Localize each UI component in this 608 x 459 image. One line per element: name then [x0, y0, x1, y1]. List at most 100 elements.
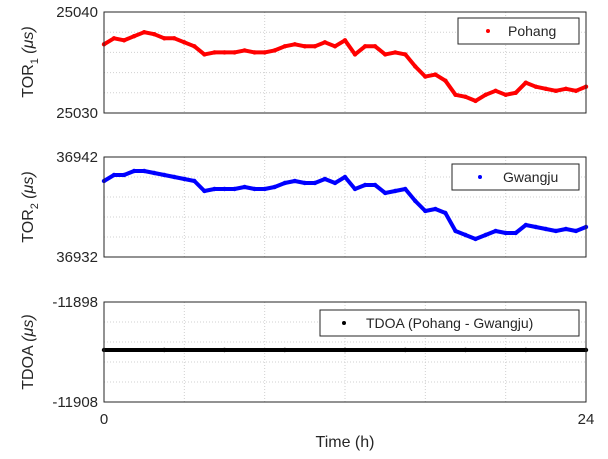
panel-tor2-ylabel-main: TOR [20, 209, 37, 242]
panel-tor2-data-point [292, 178, 297, 184]
panel-tor2-data-point [272, 184, 277, 190]
panel-tor2-data-point [252, 186, 257, 192]
panel-tor2-data-point [312, 180, 318, 186]
panel-tor2-data-point [162, 172, 167, 178]
panel-tor1-data-point [423, 74, 428, 79]
panel-tor1-ylabel-unit: (μs) [20, 26, 37, 53]
panel-tor1-data-point [453, 92, 458, 98]
panel-tor1-data-point [473, 98, 478, 104]
panel-tor2-data-point [483, 232, 488, 238]
panel-tor1-legend-label: Pohang [508, 23, 556, 39]
panel-tor2-data-point [393, 188, 398, 194]
panel-tor2-data-point [332, 180, 338, 186]
panel-tor2-data-point [362, 182, 368, 188]
panel-tor1-data-point [443, 78, 448, 83]
panel-tdoa-trace [101, 347, 589, 353]
panel-tdoa-data-point [523, 347, 528, 353]
panel-tor2-frame [103, 156, 587, 258]
panel-tor2-data-point [192, 178, 197, 184]
panel-tor2-data-point [322, 176, 328, 182]
panel-tor1-data-point [232, 50, 237, 55]
panel-tor2-data-point [152, 170, 157, 176]
x-tick-start: 0 [100, 411, 108, 428]
panel-tor1-trace [101, 30, 589, 104]
panel-tor2-data-point [563, 226, 569, 232]
panel-tor1-data-point [533, 84, 538, 89]
panel-tor1-data-point [342, 38, 348, 43]
panel-tor2-data-point [202, 188, 207, 194]
panel-tor1-ytick-top: 25040 [56, 4, 98, 21]
panel-tor2-data-point [533, 224, 538, 230]
panel-tor1-data-point [513, 90, 518, 96]
panel-tdoa-ylabel-main: TDOA [20, 345, 37, 390]
panel-tdoa-frame [103, 301, 587, 403]
panel-tor1-data-point [503, 92, 508, 98]
panel-tdoa-legend-label: TDOA (Pohang - Gwangju) [366, 315, 533, 331]
panel-tor1-ylabel: TOR1 (μs) [20, 26, 41, 97]
panel-tor2-data-point [262, 186, 267, 192]
panel-tor1-frame [103, 11, 587, 114]
panel-tor1-data-point [493, 88, 498, 94]
panel-tor2-data-point [383, 190, 388, 196]
panel-tor2-ytick-top: 36942 [56, 149, 98, 166]
panel-tor1-ytick-bottom: 25030 [56, 105, 98, 122]
panel-tor2-data-point [352, 186, 358, 192]
panel-tor2-data-point [242, 184, 247, 190]
panel-tor1-legend: Pohang [457, 17, 580, 45]
panel-tor1-legend-box [457, 17, 580, 45]
panel-tor1-data-point [212, 50, 217, 55]
panel-tdoa-legend: TDOA (Pohang - Gwangju) [319, 309, 580, 337]
panel-tor1-data-point [192, 44, 197, 49]
panel-tor2-data-point [523, 222, 528, 228]
panel-tor1-data-point [262, 50, 267, 55]
panel-tor2-data-point [232, 186, 237, 192]
panel-tdoa-data-point [162, 347, 167, 353]
panel-tor1-data-point [152, 32, 157, 37]
panel-tor1-data-point [563, 86, 569, 92]
panel-tor2-ytick-bottom: 36932 [56, 249, 98, 266]
panel-tor2-data-point [182, 176, 187, 182]
panel-tor1-data-point [272, 48, 277, 53]
panel-tor2: 36942 36932 TOR2 (μs) Gwangju [20, 149, 589, 266]
panel-tdoa-data-point [403, 347, 408, 353]
panel-tor1-data-point [393, 50, 398, 55]
panel-tor2-data-point [172, 174, 177, 180]
panel-tdoa-ylabel-unit: (μs) [20, 314, 37, 341]
panel-tor2-data-point [443, 210, 448, 216]
panel-tor1-data-point [322, 40, 328, 45]
panel-tor2-data-point [121, 172, 127, 178]
panel-tor2-data-point [142, 168, 147, 174]
panel-tor2-data-point [302, 180, 307, 186]
panel-tor2-data-point [413, 198, 418, 204]
panel-tor1-data-point [292, 42, 297, 47]
panel-tor1-data-point [433, 72, 438, 77]
panel-tor1-data-point [403, 52, 408, 57]
panel-tor1-data-point [543, 86, 548, 92]
panel-tor2-data-point [282, 180, 287, 186]
panel-tdoa-ylabel: TDOA (μs) [20, 314, 37, 389]
panel-tdoa-data-point [342, 347, 348, 353]
panel-tor1-data-point [383, 52, 388, 57]
panel-tdoa-data-point [222, 347, 227, 353]
panel-tor2-data-point [513, 230, 518, 236]
panel-tor2-data-point [453, 228, 458, 234]
panel-tor2-data-point [403, 186, 408, 192]
panel-tor1-data-point [222, 50, 227, 55]
panel-tor2-data-point [473, 236, 478, 242]
panel-tor2-data-point [423, 208, 428, 214]
panel-tor1-data-point [121, 38, 127, 43]
panel-tdoa-ytick-top: -11898 [52, 294, 98, 311]
panel-tor2-data-point [493, 228, 498, 234]
panel-tor1-data-point [252, 50, 257, 55]
panel-tor1-data-point [111, 36, 117, 41]
panel-tor2-data-point [212, 186, 217, 192]
panel-tor1-data-point [282, 44, 287, 49]
panel-tor1-data-point [242, 48, 247, 53]
panel-tor2-data-point [573, 228, 579, 234]
panel-tor1-data-point [483, 92, 488, 98]
panel-tor2-data-point [342, 174, 348, 180]
panel-tor2-data-point [553, 228, 559, 234]
panel-tor2-trace [101, 168, 589, 242]
panel-tor1-data-point [302, 44, 307, 49]
